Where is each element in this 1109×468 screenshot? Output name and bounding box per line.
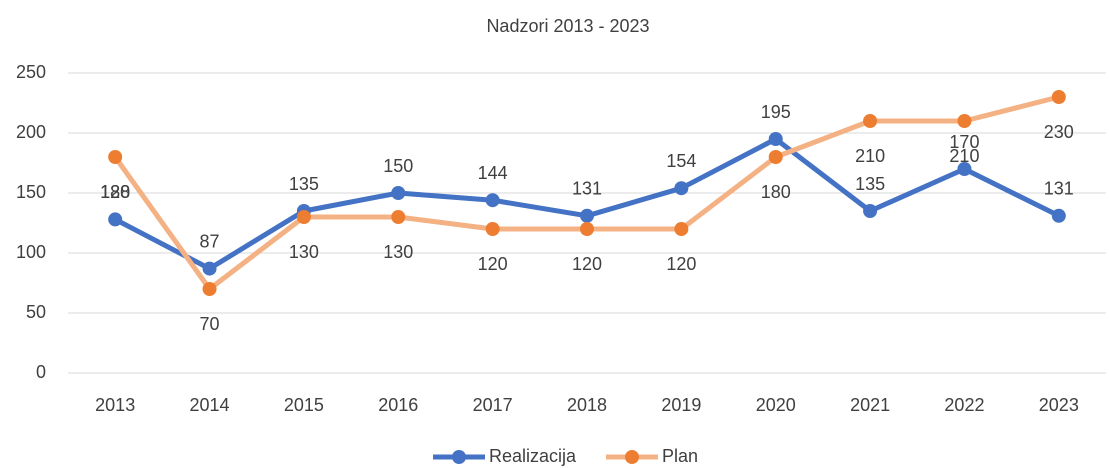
data-label: 230 [1044,122,1074,142]
x-tick-label: 2013 [95,395,135,415]
legend-label: Plan [662,446,698,466]
data-label: 135 [289,174,319,194]
data-point [580,222,594,236]
legend-label: Realizacija [489,446,577,466]
y-tick-label: 200 [16,122,46,142]
data-label: 180 [100,182,130,202]
data-point [391,210,406,224]
data-point [957,162,972,176]
data-label: 131 [572,179,602,199]
data-point [863,114,878,128]
x-tick-label: 2016 [378,395,418,415]
y-tick-label: 150 [16,182,46,202]
legend-marker [452,450,466,464]
x-tick-label: 2020 [756,395,796,415]
data-point [674,181,689,196]
data-label: 195 [761,102,791,122]
y-tick-label: 0 [36,362,46,382]
data-label: 180 [761,182,791,202]
data-label: 170 [949,132,979,152]
x-tick-label: 2014 [190,395,230,415]
data-point [485,193,500,208]
data-point [391,186,406,200]
data-label: 120 [572,254,602,274]
y-tick-label: 50 [26,302,46,322]
data-label: 144 [478,163,508,183]
x-tick-label: 2018 [567,395,607,415]
data-point [957,114,972,128]
data-point [202,282,217,296]
x-tick-label: 2017 [473,395,513,415]
data-point [108,150,123,164]
data-point [202,261,217,276]
data-point [296,210,311,224]
data-label: 154 [666,151,696,171]
data-point [108,212,123,227]
data-label: 87 [200,231,220,251]
data-point [768,132,783,146]
data-label: 150 [383,156,413,176]
legend-marker [625,450,639,464]
data-point [580,208,594,223]
data-point [674,222,689,236]
x-tick-label: 2022 [944,395,984,415]
y-tick-label: 100 [16,242,46,262]
series-line [114,136,1060,272]
data-point [485,222,500,236]
data-label: 130 [383,242,413,262]
x-tick-label: 2015 [284,395,324,415]
x-tick-label: 2019 [661,395,701,415]
data-label: 210 [855,146,885,166]
data-label: 210 [949,146,979,166]
data-label: 135 [855,174,885,194]
y-tick-label: 250 [16,62,46,82]
data-label: 70 [200,314,220,334]
data-label: 128 [100,182,130,202]
data-point [1051,90,1066,104]
x-tick-label: 2023 [1039,395,1079,415]
data-label: 120 [666,254,696,274]
chart-title: Nadzori 2013 - 2023 [486,16,649,36]
data-label: 120 [478,254,508,274]
data-label: 130 [289,242,319,262]
data-label: 131 [1044,179,1074,199]
x-tick-label: 2021 [850,395,890,415]
data-point [1051,208,1066,223]
data-point [863,204,878,218]
data-point [768,150,783,164]
